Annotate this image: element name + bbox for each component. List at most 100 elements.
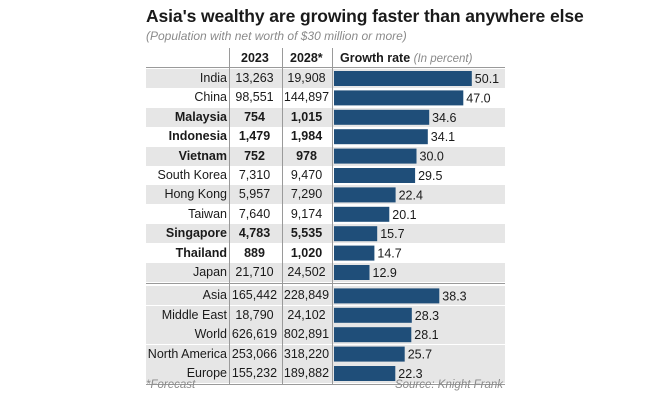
bar-value-label: 12.9 [373, 266, 397, 280]
value-2028: 9,174 [290, 206, 323, 221]
value-2028: 1,015 [290, 109, 323, 124]
column-header-growth: Growth rate (In percent) [340, 51, 472, 65]
bar-value-label: 29.5 [418, 169, 442, 183]
column-divider [332, 48, 333, 385]
bar-value-label: 25.7 [408, 348, 432, 362]
bar-value-label: 30.0 [420, 150, 444, 164]
value-2028: 1,020 [290, 245, 323, 260]
bar-indonesia [334, 129, 428, 145]
bar-taiwan [334, 206, 390, 222]
value-2028: 144,897 [283, 90, 330, 105]
value-2028: 5,535 [290, 226, 323, 241]
value-2023: 1,479 [238, 129, 271, 144]
value-2023: 5,957 [238, 187, 271, 202]
value-2028: 318,220 [283, 346, 330, 361]
bottom-rule [146, 384, 505, 386]
value-2023: 165,442 [231, 288, 278, 303]
row-label: India [199, 71, 227, 85]
row-label: Vietnam [178, 148, 227, 163]
value-2028: 24,102 [287, 307, 326, 322]
value-2023: 752 [244, 148, 265, 163]
value-2023: 889 [244, 245, 265, 260]
bar-singapore [334, 226, 378, 242]
group-divider [146, 283, 505, 285]
bar-value-label: 14.7 [377, 247, 401, 261]
row-label: Middle East [161, 307, 227, 322]
column-header-2023: 2023 [241, 51, 269, 65]
value-2028: 228,849 [283, 288, 330, 303]
row-label: China [194, 90, 227, 105]
bar-value-label: 28.1 [414, 328, 438, 342]
value-2023: 754 [244, 109, 265, 124]
bar-value-label: 15.7 [380, 227, 404, 241]
column-header-2028: 2028* [290, 51, 323, 65]
chart-title: Asia's wealthy are growing faster than a… [146, 6, 584, 26]
row-label: North America [147, 346, 227, 361]
row-shade [146, 344, 505, 364]
value-2028: 978 [296, 148, 317, 163]
bar-middle-east [334, 307, 412, 323]
value-2028: 802,891 [283, 327, 330, 342]
bar-value-label: 22.4 [399, 188, 423, 202]
row-label: Indonesia [168, 129, 227, 144]
value-2023: 7,310 [238, 168, 271, 182]
value-2023: 98,551 [235, 90, 274, 105]
value-2028: 1,984 [290, 129, 323, 144]
value-2023: 13,263 [235, 71, 274, 85]
bar-japan [334, 265, 370, 280]
row-label: South Korea [157, 168, 228, 182]
bar-asia [334, 288, 440, 304]
row-shade [146, 185, 505, 205]
value-2028: 7,290 [290, 187, 323, 202]
bar-hong-kong [334, 187, 396, 203]
header-rule [146, 67, 505, 68]
row-shade [146, 305, 505, 325]
growth-header-label: Growth rate [340, 51, 411, 65]
column-divider [282, 48, 283, 385]
bar-value-label: 22.3 [398, 367, 422, 381]
growth-header-unit: (In percent) [413, 53, 473, 65]
value-2023: 626,619 [231, 327, 278, 342]
row-label: Hong Kong [164, 187, 227, 202]
row-label: Thailand [175, 245, 227, 260]
bar-thailand [334, 245, 375, 261]
bar-europe [334, 366, 396, 381]
row-shade [146, 263, 505, 282]
bar-value-label: 34.1 [431, 130, 455, 144]
bar-south-korea [334, 168, 416, 183]
value-2028: 9,470 [290, 168, 323, 182]
row-label: Malaysia [174, 109, 227, 124]
bar-india [334, 71, 472, 86]
row-shade [146, 224, 505, 244]
value-2023: 253,066 [231, 346, 278, 361]
value-2028: 24,502 [287, 265, 326, 279]
bar-value-label: 50.1 [475, 72, 499, 86]
value-2023: 155,232 [231, 366, 278, 380]
bar-value-label: 34.6 [432, 111, 456, 125]
chart-subtitle: (Population with net worth of $30 millio… [146, 29, 407, 43]
row-shade [146, 325, 505, 345]
bar-value-label: 28.3 [415, 309, 439, 323]
row-label: Asia [202, 288, 227, 303]
bar-world [334, 327, 412, 343]
row-label: Europe [186, 366, 227, 380]
footnote: *Forecast [146, 379, 196, 391]
row-shade [146, 364, 505, 383]
row-label: Japan [192, 265, 227, 279]
column-divider [229, 48, 230, 385]
row-label: Singapore [165, 226, 227, 241]
bar-value-label: 20.1 [392, 208, 416, 222]
bar-vietnam [334, 148, 417, 164]
value-2028: 189,882 [283, 366, 330, 380]
source-note: Source: Knight Frank [394, 379, 503, 391]
bar-malaysia [334, 109, 430, 125]
bar-china [334, 90, 464, 106]
value-2023: 7,640 [238, 206, 271, 221]
value-2028: 19,908 [287, 71, 326, 85]
value-2023: 4,783 [238, 226, 271, 241]
bar-value-label: 38.3 [442, 289, 466, 303]
bar-value-label: 47.0 [466, 91, 490, 105]
row-label: World [194, 327, 227, 342]
row-label: Taiwan [188, 206, 227, 221]
